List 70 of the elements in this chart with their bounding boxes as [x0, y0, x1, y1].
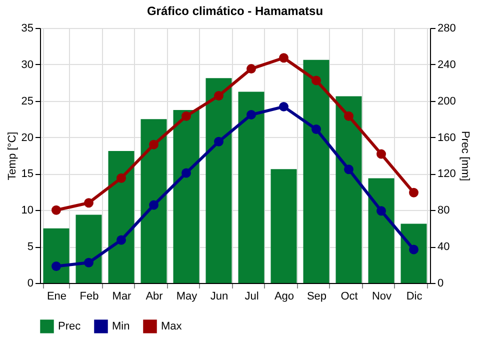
y-tick-label: 35 — [21, 22, 34, 34]
x-tick-label: Oct — [340, 290, 358, 302]
point — [214, 91, 224, 100]
y-axis-title: Temp [°C] — [6, 132, 18, 180]
y-tick-label: 10 — [21, 204, 34, 217]
point — [182, 111, 191, 121]
legend-label: Prec — [58, 320, 82, 332]
y2-tick-label: 160 — [438, 132, 456, 144]
y2-tick-label: 240 — [438, 58, 456, 71]
point — [344, 164, 354, 174]
point — [84, 198, 94, 208]
bar — [303, 60, 330, 283]
y2-axis-title: Prec [mm] — [458, 130, 471, 182]
point — [52, 262, 61, 271]
bar — [336, 96, 362, 283]
y2-tick-label: 0 — [438, 278, 444, 290]
x-tick-label: Abr — [146, 290, 164, 302]
x-tick-label: Dic — [406, 290, 423, 302]
point — [116, 173, 126, 183]
y-tick-label: 20 — [21, 132, 34, 144]
point — [116, 235, 126, 245]
point — [52, 205, 61, 215]
point — [149, 200, 158, 210]
x-tick-label: Jul — [244, 290, 259, 302]
point — [344, 111, 354, 121]
point — [279, 53, 288, 63]
bar — [206, 78, 232, 283]
legend-label: Min — [112, 320, 130, 332]
point — [376, 206, 386, 216]
legend-label: Max — [161, 320, 182, 332]
x-tick-label: May — [176, 290, 198, 302]
y-tick-label: 25 — [21, 95, 34, 108]
bar — [400, 224, 427, 283]
bar — [43, 228, 70, 283]
x-tick-label: Mar — [112, 290, 132, 302]
y2-tick-label: 40 — [438, 241, 450, 254]
bar — [140, 119, 167, 283]
x-tick-label: Ago — [274, 290, 294, 302]
y-tick-label: 5 — [27, 241, 34, 254]
point — [246, 110, 256, 120]
bar — [238, 92, 264, 283]
x-tick-label: Sep — [306, 290, 327, 302]
y-tick-label: 0 — [27, 278, 34, 290]
point — [312, 124, 321, 134]
x-tick-label: Feb — [80, 290, 99, 302]
y2-tick-label: 120 — [438, 168, 456, 180]
bar — [368, 178, 394, 283]
point — [312, 76, 321, 86]
bar — [76, 214, 102, 283]
bar — [108, 150, 134, 283]
y2-tick-label: 280 — [438, 22, 456, 34]
point — [149, 140, 158, 150]
x-tick-label: Ene — [46, 290, 67, 302]
y2-tick-label: 200 — [438, 95, 456, 108]
point — [376, 149, 386, 159]
point — [84, 258, 94, 268]
chart-title: Gráfico climático - Hamamatsu — [146, 4, 324, 18]
y-tick-label: 30 — [21, 58, 34, 71]
y2-tick-label: 80 — [438, 204, 450, 217]
y-tick-label: 15 — [21, 168, 34, 180]
bar — [270, 169, 297, 283]
point — [246, 64, 256, 74]
point — [409, 188, 418, 198]
point — [409, 244, 418, 254]
x-tick-label: Jun — [210, 290, 228, 302]
x-tick-label: Nov — [372, 290, 392, 302]
bar — [173, 110, 200, 283]
point — [182, 168, 191, 178]
point — [214, 136, 224, 146]
point — [279, 102, 288, 112]
